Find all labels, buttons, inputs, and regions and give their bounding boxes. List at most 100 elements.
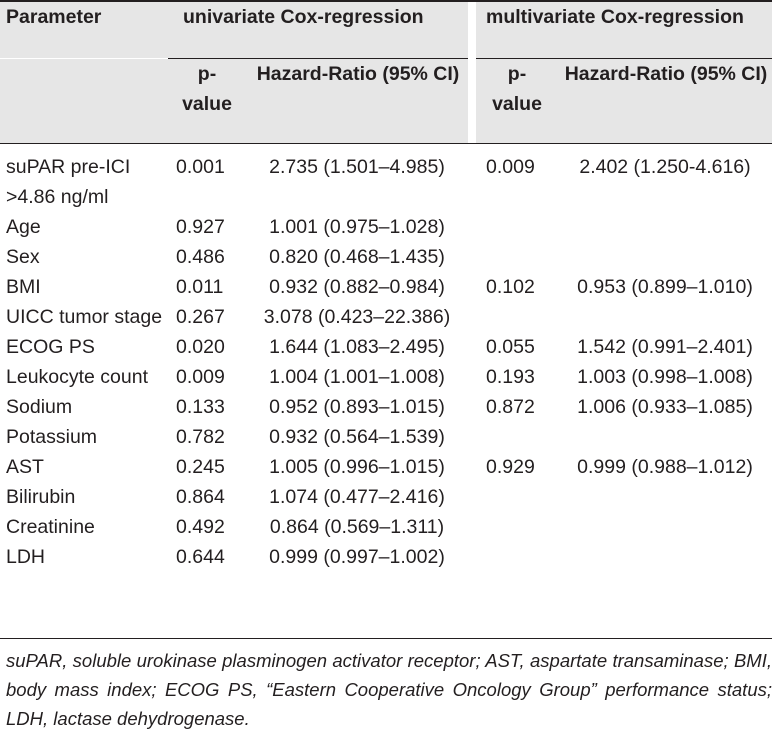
- cell-gap: [468, 152, 476, 212]
- cell-parameter: Creatinine: [6, 516, 95, 538]
- cell-p-value-multivariate: 0.872: [486, 396, 535, 418]
- header-group-rule: [0, 57, 772, 59]
- cell-hazard-ratio-multivariate: 0.953 (0.899–1.010): [577, 276, 753, 298]
- cell-hazard-ratio-multivariate: [558, 212, 772, 242]
- cell-p-value-univariate: 0.020: [176, 336, 225, 358]
- cell-gap: [468, 242, 476, 272]
- table-body: suPAR pre-ICI >4.86 ng/ml 0.001 2.735 (1.5…: [0, 152, 772, 572]
- cox-regression-table: Parameter univariate Cox-regression mult…: [0, 0, 772, 572]
- cell-p-value-univariate: 0.267: [176, 306, 225, 328]
- cell-hazard-ratio-univariate: 0.999 (0.997–1.002): [269, 546, 445, 568]
- cell-parameter: ECOG PS: [6, 336, 95, 358]
- table-row: Age 0.927 1.001 (0.975–1.028): [0, 212, 772, 242]
- cell-gap: [468, 422, 476, 452]
- cell-p-value-univariate: 0.009: [176, 366, 225, 388]
- header-gap: [468, 0, 476, 58]
- cell-p-value-multivariate: [476, 422, 558, 452]
- cell-hazard-ratio-univariate: 0.864 (0.569–1.311): [269, 516, 445, 538]
- cell-gap: [468, 452, 476, 482]
- cell-hazard-ratio-multivariate: [558, 512, 772, 542]
- cell-hazard-ratio-multivariate: 2.402 (1.250-4.616): [579, 156, 751, 178]
- cell-hazard-ratio-univariate: 2.735 (1.501–4.985): [269, 156, 445, 178]
- cell-hazard-ratio-multivariate: 0.999 (0.988–1.012): [577, 456, 753, 478]
- cell-p-value-multivariate: [476, 302, 558, 332]
- cell-p-value-multivariate: 0.055: [486, 336, 535, 358]
- header-row-groups: Parameter univariate Cox-regression mult…: [0, 0, 772, 58]
- cell-p-value-multivariate: [476, 212, 558, 242]
- table-row: Potassium 0.782 0.932 (0.564–1.539): [0, 422, 772, 452]
- cell-parameter: Age: [6, 216, 41, 238]
- table-row: UICC tumor stage 0.267 3.078 (0.423–22.386…: [0, 302, 772, 332]
- cell-gap: [468, 512, 476, 542]
- cell-p-value-multivariate: 0.102: [486, 276, 535, 298]
- cell-hazard-ratio-multivariate: [558, 242, 772, 272]
- cell-p-value-univariate: 0.133: [176, 396, 225, 418]
- cell-parameter: Sodium: [6, 396, 73, 418]
- cell-gap: [468, 212, 476, 242]
- cell-p-value-univariate: 0.927: [176, 216, 225, 238]
- cell-p-value-univariate: 0.864: [176, 486, 225, 508]
- header-parameter: Parameter: [0, 0, 168, 58]
- cell-parameter: Potassium: [6, 426, 98, 448]
- table-row: Creatinine 0.492 0.864 (0.569–1.311): [0, 512, 772, 542]
- cell-parameter: Bilirubin: [6, 486, 76, 508]
- table-row: Sodium 0.133 0.952 (0.893–1.015) 0.872 1.006…: [0, 392, 772, 422]
- cell-parameter: LDH: [6, 546, 46, 568]
- cell-hazard-ratio-univariate: 1.074 (0.477–2.416): [269, 486, 445, 508]
- header-hazard-ratio-multivariate: Hazard-Ratio (95% CI): [558, 58, 772, 144]
- cell-hazard-ratio-univariate: 0.820 (0.468–1.435): [269, 246, 445, 268]
- header-p-value-multivariate: p-value: [476, 58, 558, 144]
- cell-p-value-univariate: 0.492: [176, 516, 225, 538]
- table-footnote: suPAR, soluble urokinase plasminogen act…: [6, 650, 772, 729]
- table-row: LDH 0.644 0.999 (0.997–1.002): [0, 542, 772, 572]
- cell-hazard-ratio-univariate: 1.001 (0.975–1.028): [269, 216, 445, 238]
- cell-p-value-multivariate: [476, 542, 558, 572]
- cell-parameter: Leukocyte count: [6, 366, 149, 388]
- cell-p-value-univariate: 0.245: [176, 456, 225, 478]
- cell-p-value-multivariate: [476, 242, 558, 272]
- cell-p-value-univariate: 0.644: [176, 546, 225, 568]
- cell-p-value-multivariate: 0.929: [486, 456, 535, 478]
- cell-parameter: suPAR pre-ICI >4.86 ng/ml: [6, 156, 131, 208]
- cell-hazard-ratio-univariate: 1.644 (1.083–2.495): [269, 336, 445, 358]
- cell-hazard-ratio-multivariate: [558, 482, 772, 512]
- cell-hazard-ratio-multivariate: 1.542 (0.991–2.401): [577, 336, 753, 358]
- cell-parameter: AST: [6, 456, 44, 478]
- cell-hazard-ratio-multivariate: [558, 542, 772, 572]
- cell-hazard-ratio-multivariate: [558, 422, 772, 452]
- table-row: suPAR pre-ICI >4.86 ng/ml 0.001 2.735 (1.5…: [0, 152, 772, 212]
- header-row-subcolumns: p-value Hazard-Ratio (95% CI) p-value Ha…: [0, 58, 772, 144]
- cell-parameter: Sex: [6, 246, 40, 268]
- cell-gap: [468, 302, 476, 332]
- header-hazard-ratio-univariate: Hazard-Ratio (95% CI): [246, 58, 468, 144]
- cell-hazard-ratio-univariate: 1.005 (0.996–1.015): [269, 456, 445, 478]
- cell-gap: [468, 272, 476, 302]
- header-gap-2: [468, 58, 476, 144]
- cell-hazard-ratio-univariate: 0.932 (0.564–1.539): [269, 426, 445, 448]
- cell-hazard-ratio-multivariate: [558, 302, 772, 332]
- spacer: [0, 144, 772, 152]
- cell-hazard-ratio-univariate: 3.078 (0.423–22.386): [263, 306, 451, 328]
- cell-gap: [468, 332, 476, 362]
- cell-p-value-multivariate: 0.009: [486, 156, 535, 178]
- table-row: ECOG PS 0.020 1.644 (1.083–2.495) 0.055 1.54…: [0, 332, 772, 362]
- table-bottom-rule: [0, 638, 772, 639]
- header-bottom-rule: [0, 143, 772, 144]
- cell-p-value-univariate: 0.782: [176, 426, 225, 448]
- cell-gap: [468, 392, 476, 422]
- cell-p-value-univariate: 0.001: [176, 156, 225, 178]
- cell-gap: [468, 542, 476, 572]
- cell-parameter: BMI: [6, 276, 41, 298]
- cell-hazard-ratio-univariate: 1.004 (1.001–1.008): [269, 366, 445, 388]
- table-row: Sex 0.486 0.820 (0.468–1.435): [0, 242, 772, 272]
- cell-p-value-multivariate: 0.193: [486, 366, 535, 388]
- table-row: BMI 0.011 0.932 (0.882–0.984) 0.102 0.953 (0…: [0, 272, 772, 302]
- cell-gap: [468, 482, 476, 512]
- table-row: Bilirubin 0.864 1.074 (0.477–2.416): [0, 482, 772, 512]
- header-univariate: univariate Cox-regression: [168, 0, 468, 58]
- header-parameter-blank: [0, 58, 168, 144]
- table-row: AST 0.245 1.005 (0.996–1.015) 0.929 0.999 (0…: [0, 452, 772, 482]
- header-p-value-univariate: p-value: [168, 58, 246, 144]
- cell-hazard-ratio-univariate: 0.952 (0.893–1.015): [269, 396, 445, 418]
